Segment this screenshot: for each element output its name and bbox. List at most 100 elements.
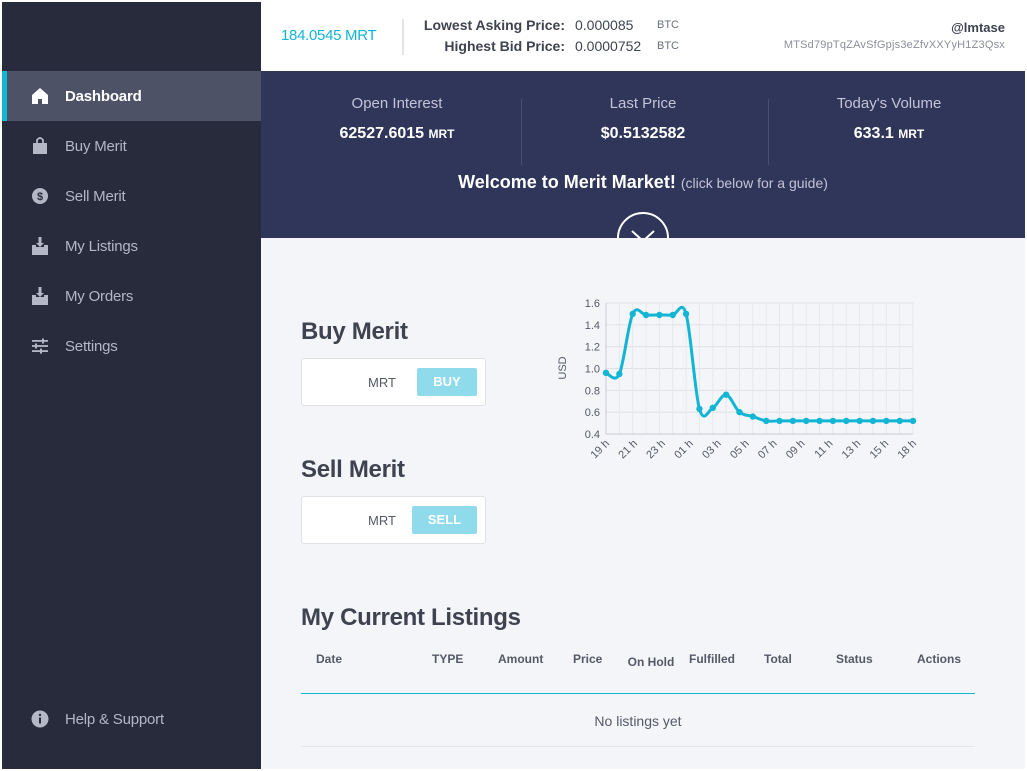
volume-stat: Today's Volume 633.1 MRT — [764, 95, 1014, 143]
highest-bid-label: Highest Bid Price: — [444, 38, 565, 54]
buy-amount-field[interactable]: MRT BUY — [301, 358, 486, 406]
info-icon — [30, 709, 50, 729]
x-tick-label: 03 h — [700, 438, 724, 462]
buy-merit-title: Buy Merit — [301, 318, 408, 345]
x-tick-label: 13 h — [840, 438, 864, 462]
buy-unit-label: MRT — [368, 375, 396, 390]
x-tick-label: 21 h — [616, 438, 640, 462]
market-stats-banner: Open Interest 62527.6015 MRT Last Price … — [261, 71, 1025, 264]
download-tray-icon — [30, 286, 50, 306]
wallet-address: MTSd79pTqZAvSfGpjs3eZfvXXYyH1Z3Qsx — [783, 39, 1005, 51]
svg-text:$: $ — [37, 191, 43, 203]
price-data-point — [762, 417, 770, 425]
price-data-point — [696, 405, 703, 413]
y-tick-label: 1.4 — [585, 320, 600, 332]
sidebar-item-label: Settings — [65, 337, 118, 355]
x-tick-label: 05 h — [728, 438, 752, 462]
price-data-point — [856, 417, 863, 425]
price-data-point — [896, 417, 903, 425]
welcome-text: Welcome to Merit Market! — [458, 172, 676, 192]
column-header-fulfilled: Fulfilled — [689, 652, 735, 666]
sidebar-item-sell-merit[interactable]: $ Sell Merit — [2, 171, 261, 221]
open-interest-unit: MRT — [428, 127, 455, 141]
price-data-point — [776, 417, 783, 425]
y-tick-label: 0.8 — [585, 385, 600, 397]
sidebar-item-label: Sell Merit — [65, 187, 126, 205]
price-data-point — [669, 311, 676, 319]
x-tick-label: 23 h — [644, 438, 668, 462]
sell-amount-field[interactable]: MRT SELL — [301, 496, 486, 544]
lowest-ask-unit: BTC — [657, 19, 679, 31]
price-data-point — [909, 417, 917, 425]
x-tick-label: 19 h — [588, 438, 612, 462]
column-header-actions: Actions — [917, 652, 962, 666]
x-tick-label: 18 h — [895, 438, 919, 462]
last-price-stat: Last Price $0.5132582 — [518, 95, 768, 143]
column-header-price: Price — [573, 652, 603, 666]
buy-button[interactable]: BUY — [417, 368, 477, 396]
sidebar-item-buy-merit[interactable]: Buy Merit — [2, 121, 261, 171]
column-header-on-hold: On Hold — [627, 655, 675, 669]
price-data-point — [602, 369, 610, 377]
sidebar-item-settings[interactable]: Settings — [2, 321, 261, 371]
sidebar-item-my-orders[interactable]: My Orders — [2, 271, 261, 321]
column-header-type: TYPE — [432, 652, 464, 666]
sidebar-item-label: My Listings — [65, 237, 138, 255]
welcome-hint: (click below for a guide) — [680, 175, 828, 191]
main-content: Buy Merit MRT BUY Sell Merit MRT SELL 0.… — [261, 238, 1025, 769]
sidebar-item-label: My Orders — [65, 287, 134, 305]
y-tick-label: 0.4 — [585, 429, 600, 441]
price-data-point — [829, 417, 837, 425]
lowest-ask-label: Lowest Asking Price: — [423, 17, 565, 33]
table-bottom-rule — [301, 746, 975, 747]
sell-unit-label: MRT — [368, 513, 396, 528]
open-interest-value: 62527.6015 — [339, 125, 425, 142]
download-tray-icon — [30, 236, 50, 256]
x-tick-label: 07 h — [756, 438, 780, 462]
divider — [402, 19, 404, 55]
price-data-point — [816, 417, 823, 425]
y-axis-label: USD — [557, 356, 569, 379]
lowest-ask-value: 0.000085 — [575, 17, 634, 33]
price-data-point — [722, 391, 730, 398]
price-data-point — [642, 311, 650, 319]
y-tick-label: 1.0 — [585, 364, 600, 376]
sidebar-item-label: Buy Merit — [65, 137, 127, 155]
price-data-point — [843, 417, 850, 425]
highest-bid-value: 0.0000752 — [575, 38, 642, 54]
price-data-point — [803, 417, 810, 425]
price-data-point — [789, 417, 797, 425]
username[interactable]: @lmtase — [951, 20, 1005, 35]
table-header-rule — [301, 693, 975, 694]
x-tick-label: 01 h — [672, 438, 696, 462]
column-header-date: Date — [316, 652, 343, 666]
sidebar-item-my-listings[interactable]: My Listings — [2, 221, 261, 271]
x-tick-label: 15 h — [868, 438, 892, 462]
column-header-status: Status — [836, 652, 873, 666]
price-data-point — [709, 404, 716, 411]
sidebar-item-help-support[interactable]: Help & Support — [2, 694, 261, 744]
volume-value-wrap: 633.1 MRT — [764, 125, 1014, 143]
y-tick-label: 0.6 — [585, 407, 600, 419]
price-data-point — [869, 417, 877, 425]
column-header-total: Total — [764, 652, 792, 666]
x-tick-label: 09 h — [784, 438, 808, 462]
sell-button[interactable]: SELL — [412, 506, 477, 534]
home-icon — [30, 86, 50, 106]
sidebar-item-dashboard[interactable]: Dashboard — [2, 71, 261, 121]
listings-title: My Current Listings — [301, 604, 521, 631]
price-chart: 0.4 0.6 0.8 1.0 1.2 1.4 1.6 USD 19 h 21 h 23 h 01 h… — [557, 298, 919, 462]
x-tick-label: 11 h — [812, 438, 835, 461]
price-data-point — [682, 310, 690, 318]
price-data-point — [736, 408, 743, 416]
last-price-value: $0.5132582 — [600, 125, 686, 142]
empty-listings-message: No listings yet — [594, 713, 682, 729]
sidebar-item-label: Help & Support — [65, 710, 164, 728]
dollar-coin-icon: $ — [30, 186, 50, 206]
open-interest-stat: Open Interest 62527.6015 MRT — [272, 95, 522, 143]
price-data-point — [629, 310, 636, 318]
sidebar-item-label: Dashboard — [65, 87, 142, 105]
y-tick-label: 1.2 — [585, 342, 600, 354]
welcome-message: Welcome to Merit Market! (click below fo… — [261, 172, 1025, 193]
price-series-line — [605, 305, 913, 423]
